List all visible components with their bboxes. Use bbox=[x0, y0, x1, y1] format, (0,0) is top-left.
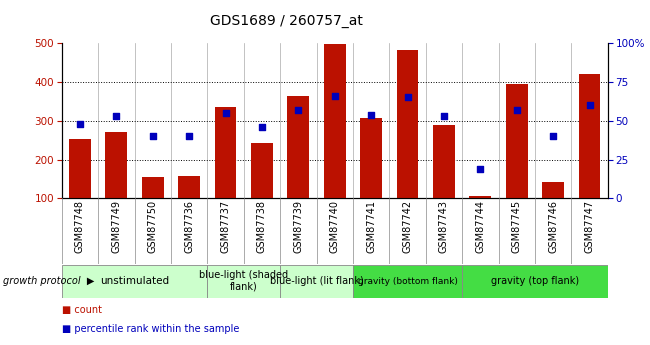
Text: GSM87744: GSM87744 bbox=[475, 200, 486, 253]
Bar bbox=[214, 107, 237, 198]
Text: GSM87749: GSM87749 bbox=[111, 200, 122, 253]
Bar bbox=[280, 265, 353, 298]
Text: GSM87739: GSM87739 bbox=[293, 200, 304, 253]
Bar bbox=[360, 118, 382, 198]
Point bbox=[475, 166, 486, 171]
Text: GDS1689 / 260757_at: GDS1689 / 260757_at bbox=[209, 14, 363, 28]
Point bbox=[257, 124, 267, 130]
Point bbox=[330, 93, 340, 99]
Bar bbox=[353, 265, 462, 298]
Point bbox=[512, 107, 522, 112]
Point bbox=[439, 113, 449, 119]
Bar bbox=[251, 143, 273, 198]
Point bbox=[111, 113, 122, 119]
Text: GSM87736: GSM87736 bbox=[184, 200, 194, 253]
Text: GSM87740: GSM87740 bbox=[330, 200, 340, 253]
Bar bbox=[542, 182, 564, 198]
Text: blue-light (shaded
flank): blue-light (shaded flank) bbox=[199, 270, 289, 292]
Point bbox=[402, 95, 413, 100]
Text: GSM87748: GSM87748 bbox=[75, 200, 85, 253]
Bar bbox=[506, 84, 528, 198]
Bar bbox=[324, 44, 346, 198]
Text: GSM87737: GSM87737 bbox=[220, 200, 231, 254]
Bar bbox=[396, 50, 419, 198]
Bar bbox=[287, 96, 309, 198]
Point bbox=[548, 134, 558, 139]
Text: GSM87745: GSM87745 bbox=[512, 200, 522, 254]
Text: gravity (top flank): gravity (top flank) bbox=[491, 276, 579, 286]
Point bbox=[584, 102, 595, 108]
Text: GSM87742: GSM87742 bbox=[402, 200, 413, 254]
Bar bbox=[69, 139, 91, 198]
Text: GSM87746: GSM87746 bbox=[548, 200, 558, 253]
Bar bbox=[578, 74, 601, 198]
Text: ■ percentile rank within the sample: ■ percentile rank within the sample bbox=[62, 324, 239, 334]
Text: growth protocol  ▶: growth protocol ▶ bbox=[3, 276, 95, 286]
Text: blue-light (lit flank): blue-light (lit flank) bbox=[270, 276, 363, 286]
Point bbox=[184, 134, 194, 139]
Text: GSM87738: GSM87738 bbox=[257, 200, 267, 253]
Text: GSM87741: GSM87741 bbox=[366, 200, 376, 253]
Text: GSM87750: GSM87750 bbox=[148, 200, 158, 254]
Bar bbox=[207, 265, 280, 298]
Text: unstimulated: unstimulated bbox=[100, 276, 169, 286]
Point bbox=[366, 112, 376, 117]
Text: GSM87747: GSM87747 bbox=[584, 200, 595, 254]
Point bbox=[148, 134, 158, 139]
Bar bbox=[62, 265, 207, 298]
Text: gravity (bottom flank): gravity (bottom flank) bbox=[358, 277, 458, 286]
Point bbox=[293, 107, 304, 112]
Text: ■ count: ■ count bbox=[62, 305, 102, 315]
Point bbox=[75, 121, 85, 127]
Text: GSM87743: GSM87743 bbox=[439, 200, 449, 253]
Point bbox=[220, 110, 231, 116]
Bar bbox=[433, 125, 455, 198]
Bar bbox=[462, 265, 608, 298]
Bar bbox=[178, 176, 200, 198]
Bar bbox=[469, 196, 491, 198]
Bar bbox=[105, 132, 127, 198]
Bar bbox=[142, 177, 164, 198]
